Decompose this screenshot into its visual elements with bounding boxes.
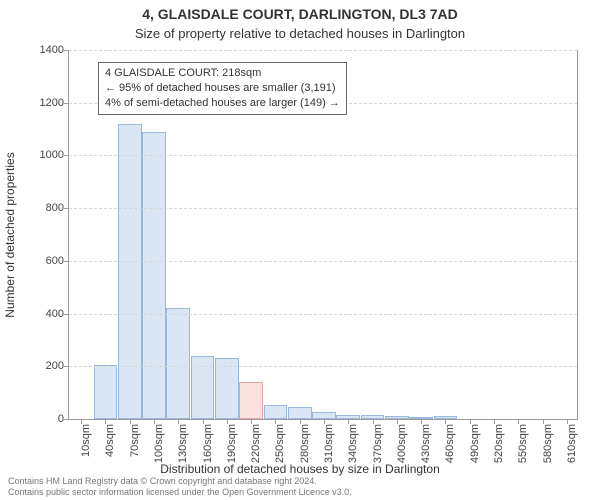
gridline <box>69 208 577 209</box>
y-tick-label: 800 <box>8 202 64 214</box>
x-tick-label: 520sqm <box>493 404 505 443</box>
attribution-line-1: Contains HM Land Registry data © Crown c… <box>8 476 592 487</box>
bar <box>118 124 142 419</box>
x-tick-label: 250sqm <box>274 404 286 443</box>
y-tick-label: 1200 <box>8 97 64 109</box>
x-tick-label: 610sqm <box>566 404 578 443</box>
y-tick-label: 600 <box>8 255 64 267</box>
x-tick-label: 310sqm <box>323 404 335 443</box>
y-tick-label: 400 <box>8 308 64 320</box>
annotation-line-1: 4 GLAISDALE COURT: 218sqm <box>105 66 340 81</box>
x-tick-label: 10sqm <box>80 407 92 440</box>
attribution: Contains HM Land Registry data © Crown c… <box>8 476 592 498</box>
annotation-line-3: 4% of semi-detached houses are larger (1… <box>105 96 340 111</box>
x-tick-label: 400sqm <box>396 404 408 443</box>
x-tick-label: 190sqm <box>226 404 238 443</box>
y-tick-label: 1000 <box>8 149 64 161</box>
x-tick-label: 220sqm <box>250 404 262 443</box>
x-tick-label: 460sqm <box>444 404 456 443</box>
gridline <box>69 155 577 156</box>
bar <box>166 308 190 419</box>
y-tick-mark <box>64 314 69 315</box>
y-tick-mark <box>64 155 69 156</box>
chart-container: 4, GLAISDALE COURT, DARLINGTON, DL3 7AD … <box>0 0 600 500</box>
annotation-box: 4 GLAISDALE COURT: 218sqm ← 95% of detac… <box>98 62 347 115</box>
y-tick-mark <box>64 261 69 262</box>
y-axis-label: Number of detached properties <box>3 152 17 317</box>
x-tick-label: 490sqm <box>469 404 481 443</box>
y-tick-mark <box>64 50 69 51</box>
y-tick-label: 200 <box>8 360 64 372</box>
x-axis-label: Distribution of detached houses by size … <box>0 462 600 476</box>
y-tick-mark <box>64 419 69 420</box>
x-tick-label: 160sqm <box>202 404 214 443</box>
y-tick-mark <box>64 366 69 367</box>
gridline <box>69 366 577 367</box>
y-tick-label: 0 <box>8 413 64 425</box>
y-tick-mark <box>64 208 69 209</box>
x-tick-label: 100sqm <box>153 404 165 443</box>
x-tick-label: 130sqm <box>177 404 189 443</box>
x-tick-label: 40sqm <box>104 407 116 440</box>
x-tick-label: 340sqm <box>347 404 359 443</box>
annotation-line-2: ← 95% of detached houses are smaller (3,… <box>105 81 340 96</box>
chart-subtitle: Size of property relative to detached ho… <box>0 26 600 41</box>
y-tick-mark <box>64 103 69 104</box>
y-tick-label: 1400 <box>8 44 64 56</box>
x-tick-label: 70sqm <box>129 407 141 440</box>
chart-title-address: 4, GLAISDALE COURT, DARLINGTON, DL3 7AD <box>0 6 600 22</box>
x-tick-label: 280sqm <box>299 404 311 443</box>
x-tick-label: 370sqm <box>372 404 384 443</box>
gridline <box>69 261 577 262</box>
bar <box>142 132 166 419</box>
x-tick-label: 430sqm <box>420 404 432 443</box>
x-tick-label: 580sqm <box>542 404 554 443</box>
gridline <box>69 50 577 51</box>
x-tick-label: 550sqm <box>517 404 529 443</box>
attribution-line-2: Contains public sector information licen… <box>8 487 592 498</box>
gridline <box>69 314 577 315</box>
